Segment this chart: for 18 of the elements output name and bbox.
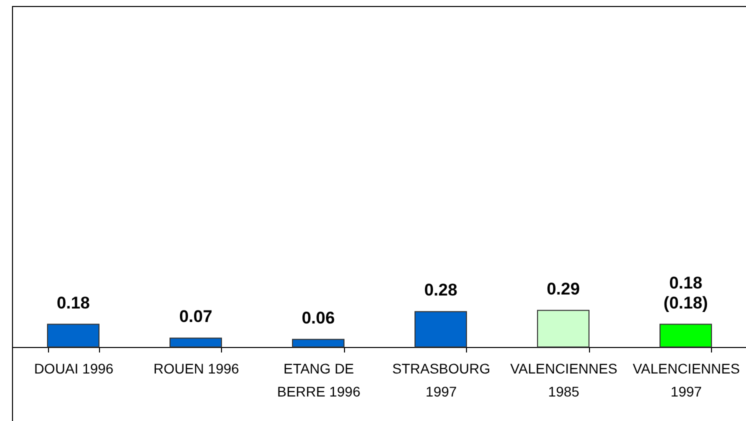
data-label: 0.07	[179, 307, 212, 326]
bar	[537, 310, 590, 348]
bar	[47, 324, 100, 348]
data-label: 0.28	[424, 280, 458, 300]
x-tick-label: ROUEN 1996	[153, 360, 240, 376]
x-tick-label: STRASBOURG 1997	[392, 360, 490, 400]
x-tick-label: DOUAI 1996	[34, 360, 114, 376]
bar	[414, 311, 467, 348]
data-label: 0.18	[56, 293, 90, 312]
x-tick-label: VALENCIENNES 1985	[510, 360, 618, 400]
data-label: 0.18 (0.18)	[664, 273, 708, 312]
data-label: 0.06	[302, 308, 335, 328]
x-tick-label: ETANG DE BERRE 1996	[277, 360, 361, 400]
x-tick-label: VALENCIENNES 1997	[632, 360, 740, 400]
bar	[292, 338, 344, 348]
data-label: 0.29	[546, 279, 580, 298]
bar	[170, 338, 222, 348]
bar	[660, 324, 712, 348]
